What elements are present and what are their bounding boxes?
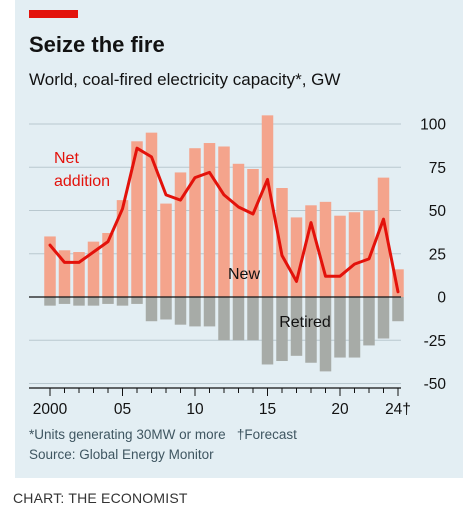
x-axis: 2000 05 10 15 20 24†: [29, 387, 411, 418]
retired-bar: [363, 297, 375, 346]
retired-bar: [145, 297, 158, 322]
new-bar: [348, 212, 361, 297]
new-bar: [203, 143, 216, 297]
new-bar: [334, 215, 346, 297]
new-bar: [189, 148, 201, 297]
retired-bar: [290, 297, 303, 356]
new-bar: [276, 188, 288, 297]
retired-bar: [232, 297, 245, 341]
retired-bar: [203, 297, 216, 327]
retired-bar: [392, 297, 404, 322]
retired-bar: [87, 297, 100, 306]
annotations: Net addition New Retired: [54, 150, 331, 331]
annotation-net-addition: Net: [54, 150, 79, 167]
retired-bar: [377, 297, 390, 339]
retired-bar: [44, 297, 56, 306]
new-bar: [174, 172, 187, 297]
chart-title: Seize the fire: [29, 32, 165, 57]
new-bar: [290, 217, 303, 297]
new-bar: [116, 200, 129, 297]
y-tick-label: 100: [420, 117, 446, 134]
new-bar: [87, 241, 100, 297]
retired-bar: [319, 297, 332, 372]
new-bar: [160, 203, 172, 297]
new-bar: [145, 132, 158, 297]
retired-bar: [276, 297, 288, 362]
annotation-retired: Retired: [279, 314, 331, 331]
brand-accent-bar: [29, 10, 78, 18]
annotation-new: New: [228, 266, 260, 283]
y-tick-label: 75: [429, 160, 446, 177]
new-bar: [44, 236, 56, 297]
footnote-forecast: †Forecast: [236, 427, 297, 442]
y-tick-label: 0: [437, 290, 446, 307]
footnote: *Units generating 30MW or more †Forecast: [29, 427, 297, 442]
retired-bar: [247, 297, 259, 341]
x-tick-label: 05: [114, 401, 131, 418]
retired-bar: [116, 297, 129, 306]
x-tick-label: 15: [259, 401, 276, 418]
y-tick-label: -25: [424, 333, 446, 350]
new-bar: [319, 201, 332, 297]
net-addition-line: [48, 146, 400, 294]
bars: [44, 115, 404, 372]
new-bar: [247, 168, 259, 297]
x-tick-label: 10: [186, 401, 204, 418]
y-tick-label: 25: [429, 246, 446, 263]
new-bar: [218, 146, 230, 297]
y-axis: 100 75 50 25 0 -25 -50: [420, 117, 446, 394]
new-bar: [73, 252, 85, 297]
y-tick-label: 50: [429, 203, 447, 220]
new-bar: [363, 210, 375, 297]
chart-credit: CHART: THE ECONOMIST: [13, 490, 188, 506]
new-bar: [102, 232, 114, 297]
retired-bar: [58, 297, 71, 304]
retired-bar: [305, 297, 317, 363]
new-bar: [58, 250, 71, 297]
chart-subtitle: World, coal-fired electricity capacity*,…: [29, 70, 341, 89]
retired-bar: [160, 297, 172, 320]
x-tick-label: 24†: [385, 401, 411, 418]
new-bar: [377, 177, 390, 297]
annotation-net-addition-line2: addition: [54, 173, 110, 190]
new-bar: [392, 269, 404, 297]
retired-bar: [102, 297, 114, 304]
net-addition-line: [48, 146, 400, 294]
new-bar: [261, 115, 274, 297]
retired-bar: [218, 297, 230, 341]
new-bar: [131, 141, 143, 297]
retired-bar: [334, 297, 346, 358]
x-tick-label: 20: [331, 401, 349, 418]
footnote-units: *Units generating 30MW or more: [29, 427, 226, 442]
retired-bar: [261, 297, 274, 365]
new-bar: [305, 205, 317, 297]
retired-bar: [174, 297, 187, 325]
x-tick-label: 2000: [33, 401, 68, 418]
retired-bar: [348, 297, 361, 358]
source-note: Source: Global Energy Monitor: [29, 447, 214, 462]
new-bar: [232, 163, 245, 297]
y-tick-label: -50: [424, 376, 447, 393]
retired-bar: [131, 297, 143, 304]
retired-bar: [73, 297, 85, 306]
retired-bar: [189, 297, 201, 327]
